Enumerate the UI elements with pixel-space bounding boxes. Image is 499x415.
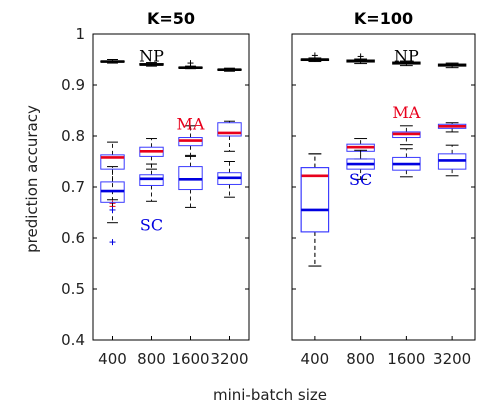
panel-k50: K=50 0.4 0.5 0.6 0.7 0.8 0.9 1 400 800 1600 3200 NP M…	[61, 9, 250, 368]
x-tick-label: 1600	[171, 350, 209, 368]
x-tick-label: 400	[301, 350, 330, 368]
ma-box	[300, 167, 330, 233]
annotation-sc: SC	[140, 216, 163, 235]
panel-title: K=100	[354, 9, 413, 28]
annotation-np: NP	[139, 46, 164, 65]
axes-frame	[92, 33, 250, 341]
x-tick-label: 400	[98, 350, 127, 368]
x-tick-label: 800	[346, 350, 375, 368]
y-tick-label: 0.9	[61, 76, 85, 94]
annotation-ma: MA	[177, 114, 205, 133]
y-tick-label: 0.5	[61, 280, 85, 298]
x-tick-label: 3200	[433, 350, 471, 368]
axes-frame	[291, 33, 476, 341]
annotation-ma: MA	[392, 103, 420, 122]
x-tick-label: 1600	[387, 350, 425, 368]
x-tick-label: 800	[137, 350, 166, 368]
y-tick-label: 0.6	[61, 229, 85, 247]
y-tick-label: 1	[75, 25, 85, 43]
sc-box	[300, 167, 330, 233]
x-tick-label: 3200	[210, 350, 248, 368]
y-tick-label: 0.4	[61, 331, 85, 349]
x-axis-label: mini-batch size	[213, 386, 327, 404]
panel-k100: K=100 400 800 1600 3200 NP MA SC	[291, 9, 476, 368]
annotation-sc: SC	[349, 170, 372, 189]
annotation-np: NP	[394, 46, 419, 65]
ma-box	[217, 122, 242, 137]
panel-title: K=50	[147, 9, 195, 28]
ma-box	[100, 154, 125, 170]
y-tick-label: 0.7	[61, 178, 85, 196]
y-tick-label: 0.8	[61, 127, 85, 145]
y-axis-label: prediction accuracy	[23, 105, 41, 253]
